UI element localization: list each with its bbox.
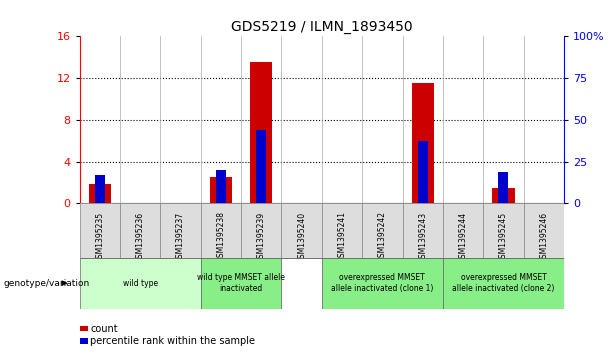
Text: GSM1395236: GSM1395236 [135, 211, 145, 262]
Bar [524, 203, 564, 258]
Bar [120, 203, 161, 258]
Text: wild type MMSET allele
inactivated: wild type MMSET allele inactivated [197, 273, 285, 293]
Text: GSM1395235: GSM1395235 [96, 211, 104, 262]
Bar [443, 258, 564, 309]
Bar [89, 184, 111, 203]
Text: GSM1395242: GSM1395242 [378, 211, 387, 262]
Bar [322, 258, 443, 309]
Bar [281, 258, 322, 309]
Text: count: count [90, 323, 118, 334]
Text: GSM1395240: GSM1395240 [297, 211, 306, 262]
Bar [322, 203, 362, 258]
Bar [210, 177, 232, 203]
Bar [80, 203, 120, 258]
Bar [443, 203, 483, 258]
Bar [201, 203, 241, 258]
Bar [80, 258, 201, 309]
Bar [161, 203, 201, 258]
Text: GSM1395246: GSM1395246 [539, 211, 548, 262]
Bar [492, 188, 514, 203]
Text: GSM1395237: GSM1395237 [176, 211, 185, 262]
Bar [483, 203, 524, 258]
Bar [403, 203, 443, 258]
Text: GSM1395244: GSM1395244 [459, 211, 468, 262]
Title: GDS5219 / ILMN_1893450: GDS5219 / ILMN_1893450 [231, 20, 413, 34]
Bar [95, 175, 105, 203]
Text: overexpressed MMSET
allele inactivated (clone 2): overexpressed MMSET allele inactivated (… [452, 273, 555, 293]
Bar [281, 203, 322, 258]
Text: GSM1395239: GSM1395239 [257, 211, 266, 262]
Bar [362, 203, 403, 258]
Bar [250, 62, 272, 203]
Text: GSM1395245: GSM1395245 [499, 211, 508, 262]
Bar [498, 172, 508, 203]
Text: genotype/variation: genotype/variation [3, 279, 89, 287]
Text: GSM1395238: GSM1395238 [216, 211, 226, 262]
Text: GSM1395243: GSM1395243 [418, 211, 427, 262]
Text: GSM1395241: GSM1395241 [338, 211, 346, 262]
Bar [201, 258, 281, 309]
Bar [417, 142, 428, 203]
Text: percentile rank within the sample: percentile rank within the sample [90, 336, 255, 346]
Bar [411, 83, 434, 203]
Bar [256, 130, 266, 203]
Text: overexpressed MMSET
allele inactivated (clone 1): overexpressed MMSET allele inactivated (… [331, 273, 433, 293]
Bar [216, 170, 226, 203]
Text: wild type: wild type [123, 279, 158, 287]
Bar [241, 203, 281, 258]
